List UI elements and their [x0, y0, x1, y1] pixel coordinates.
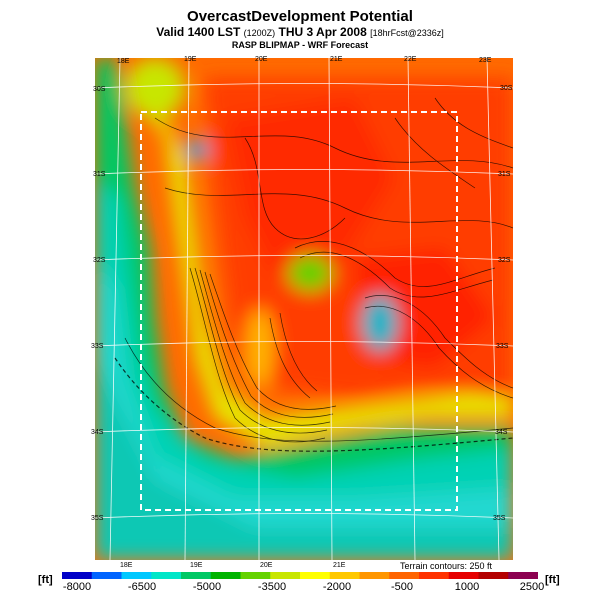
legend-swatch — [300, 572, 331, 579]
lon-label-top: 18E — [117, 58, 130, 65]
legend-swatch — [181, 572, 212, 579]
lat-label-left: 30S — [93, 86, 106, 93]
valid-time: Valid 1400 LST (1200Z) THU 3 Apr 2008 [1… — [0, 25, 600, 39]
legend-label: -3500 — [257, 581, 287, 593]
lon-label-bottom: 19E — [190, 562, 203, 569]
valid-date: THU 3 Apr 2008 — [278, 25, 367, 39]
legend-swatch — [91, 572, 122, 579]
lon-label-top: 21E — [330, 56, 343, 63]
legend-unit-left: [ft] — [38, 574, 53, 586]
legend-swatch — [448, 572, 479, 579]
legend-label: -500 — [390, 581, 414, 593]
legend-label: -5000 — [192, 581, 222, 593]
legend-swatch — [359, 572, 390, 579]
chart-subtitle: RASP BLIPMAP - WRF Forecast — [231, 40, 369, 50]
lon-label-bottom: 20E — [260, 562, 273, 569]
color-legend-bar — [62, 572, 538, 579]
legend-unit-right: [ft] — [545, 574, 560, 586]
legend-swatch — [329, 572, 360, 579]
legend-swatch — [210, 572, 241, 579]
legend-swatch — [121, 572, 152, 579]
lon-label-bottom: 21E — [333, 562, 346, 569]
legend-label: 1000 — [454, 581, 480, 593]
lon-label-top: 23E — [479, 57, 492, 64]
lat-label-right: 31S — [498, 171, 511, 178]
lat-label-left: 35S — [91, 515, 104, 522]
inner-domain-box — [140, 111, 458, 511]
forecast-map — [95, 58, 513, 560]
lat-label-left: 31S — [93, 171, 106, 178]
lon-label-top: 20E — [255, 56, 268, 63]
lat-label-right: 32S — [498, 257, 511, 264]
lon-label-top: 19E — [184, 56, 197, 63]
legend-swatch — [240, 572, 271, 579]
terrain-contours — [114, 97, 513, 452]
lon-label-top: 22E — [404, 56, 417, 63]
legend-label: -6500 — [127, 581, 157, 593]
valid-utc: (1200Z) — [243, 28, 276, 38]
lat-label-right: 30S — [500, 85, 513, 92]
lon-label-bottom: 18E — [120, 562, 133, 569]
legend-label: -8000 — [62, 581, 92, 593]
chart-title: OvercastDevelopment Potential — [187, 8, 413, 25]
forecast-tag: [18hrFcst@2336z] — [370, 28, 444, 38]
lat-label-left: 33S — [91, 343, 104, 350]
legend-swatch — [270, 572, 301, 579]
legend-swatch — [478, 572, 509, 579]
legend-swatch — [151, 572, 182, 579]
lat-label-right: 35S — [493, 515, 506, 522]
legend-swatch — [508, 572, 538, 579]
lat-label-right: 33S — [496, 343, 509, 350]
lat-label-right: 34S — [495, 429, 508, 436]
lat-label-left: 34S — [91, 429, 104, 436]
lat-label-left: 32S — [93, 257, 106, 264]
legend-swatch — [62, 572, 93, 579]
terrain-contour-note: Terrain contours: 250 ft — [400, 561, 493, 571]
legend-swatch — [389, 572, 420, 579]
legend-label: -2000 — [322, 581, 352, 593]
legend-label: 2500 — [519, 581, 545, 593]
legend-swatch — [419, 572, 450, 579]
valid-prefix: Valid 1400 LST — [156, 25, 241, 39]
